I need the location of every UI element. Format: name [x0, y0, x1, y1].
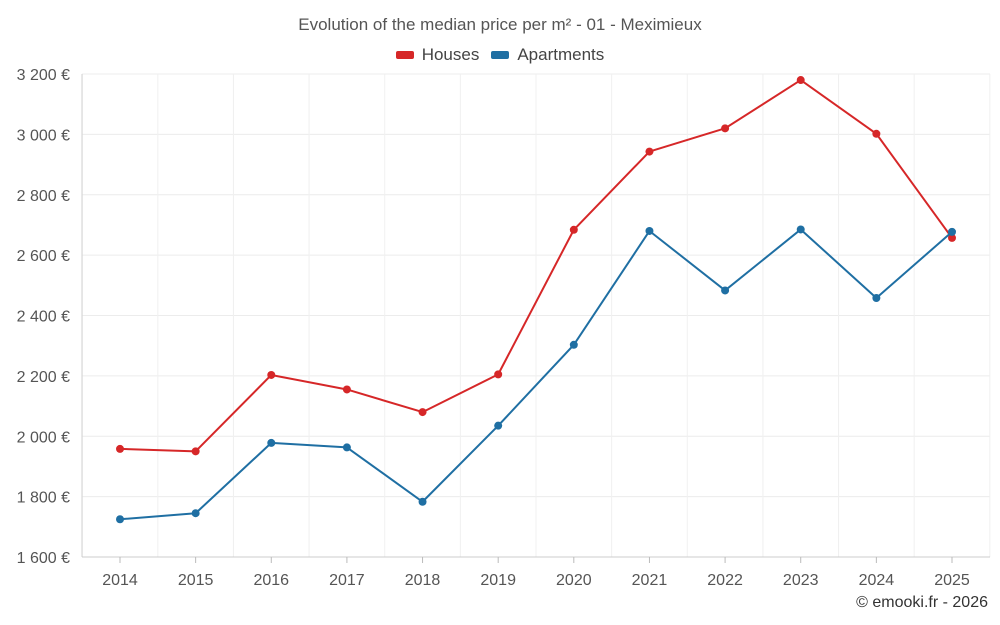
data-point-houses[interactable]: [872, 129, 881, 138]
x-tick-label: 2023: [783, 572, 819, 589]
data-point-houses[interactable]: [494, 370, 503, 379]
data-point-apartments[interactable]: [721, 286, 730, 295]
data-point-apartments[interactable]: [872, 293, 881, 302]
grid: [81, 73, 991, 558]
x-tick-label: 2020: [556, 572, 592, 589]
y-tick-label: 2 400 €: [17, 309, 70, 326]
y-tick-label: 3 200 €: [17, 67, 70, 84]
x-tick-label: 2025: [934, 572, 970, 589]
legend-label-apartments: Apartments: [517, 45, 605, 64]
x-tick-label: 2014: [102, 572, 138, 589]
legend-item-houses[interactable]: Houses: [395, 45, 480, 65]
y-tick-label: 1 600 €: [17, 550, 70, 567]
data-point-apartments[interactable]: [948, 227, 956, 236]
y-tick-label: 2 600 €: [17, 248, 70, 265]
data-point-apartments[interactable]: [267, 438, 276, 447]
series-line-apartments: [119, 228, 953, 521]
legend: Houses Apartments: [0, 45, 1000, 65]
data-point-houses[interactable]: [116, 444, 124, 453]
x-tick-label: 2015: [178, 572, 214, 589]
y-tick-label: 1 800 €: [17, 490, 70, 507]
data-point-houses[interactable]: [191, 447, 200, 456]
data-point-apartments[interactable]: [116, 515, 124, 524]
data-point-houses[interactable]: [418, 408, 427, 417]
series: [116, 76, 956, 524]
x-tick-label: 2019: [480, 572, 516, 589]
data-point-apartments[interactable]: [418, 497, 427, 506]
legend-label-houses: Houses: [421, 45, 480, 64]
data-point-apartments[interactable]: [342, 443, 351, 452]
legend-item-apartments[interactable]: Apartments: [491, 45, 604, 65]
data-point-apartments[interactable]: [569, 340, 578, 349]
data-point-houses[interactable]: [342, 385, 351, 394]
data-point-houses[interactable]: [721, 124, 730, 133]
y-tick-label: 2 000 €: [17, 429, 70, 446]
series-line-houses: [119, 79, 953, 453]
data-point-houses[interactable]: [948, 233, 956, 242]
x-tick-label: 2016: [253, 572, 289, 589]
credit-text: © emooki.fr - 2026: [856, 594, 988, 611]
x-tick-label: 2024: [859, 572, 895, 589]
x-tick-label: 2018: [405, 572, 441, 589]
data-point-apartments[interactable]: [796, 225, 805, 234]
y-tick-label: 2 800 €: [17, 188, 70, 205]
data-point-apartments[interactable]: [645, 226, 654, 235]
data-point-houses[interactable]: [796, 76, 805, 85]
data-point-apartments[interactable]: [191, 509, 200, 518]
houses-swatch-icon: [395, 51, 414, 59]
data-point-houses[interactable]: [569, 225, 578, 234]
data-point-houses[interactable]: [645, 147, 654, 156]
chart-title: Evolution of the median price per m² - 0…: [298, 15, 702, 34]
x-tick-label: 2021: [632, 572, 668, 589]
x-tick-label: 2022: [707, 572, 743, 589]
data-point-apartments[interactable]: [494, 421, 503, 430]
axes: 1 600 € 1 800 € 2 000 € 2 200 € 2 400 € 2 600…: [17, 67, 990, 589]
data-point-houses[interactable]: [267, 370, 276, 379]
apartments-swatch-icon: [491, 51, 510, 59]
y-tick-label: 2 200 €: [17, 369, 70, 386]
x-tick-label: 2017: [329, 572, 365, 589]
y-tick-label: 3 000 €: [17, 127, 70, 144]
